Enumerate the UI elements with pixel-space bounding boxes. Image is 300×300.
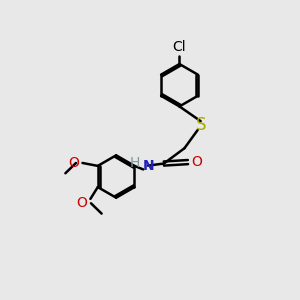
Text: S: S: [195, 116, 206, 134]
Text: Cl: Cl: [172, 40, 186, 54]
Text: O: O: [69, 156, 80, 170]
Text: N: N: [143, 159, 155, 173]
Text: O: O: [191, 155, 203, 169]
Text: O: O: [76, 196, 88, 210]
Text: H: H: [129, 156, 140, 170]
